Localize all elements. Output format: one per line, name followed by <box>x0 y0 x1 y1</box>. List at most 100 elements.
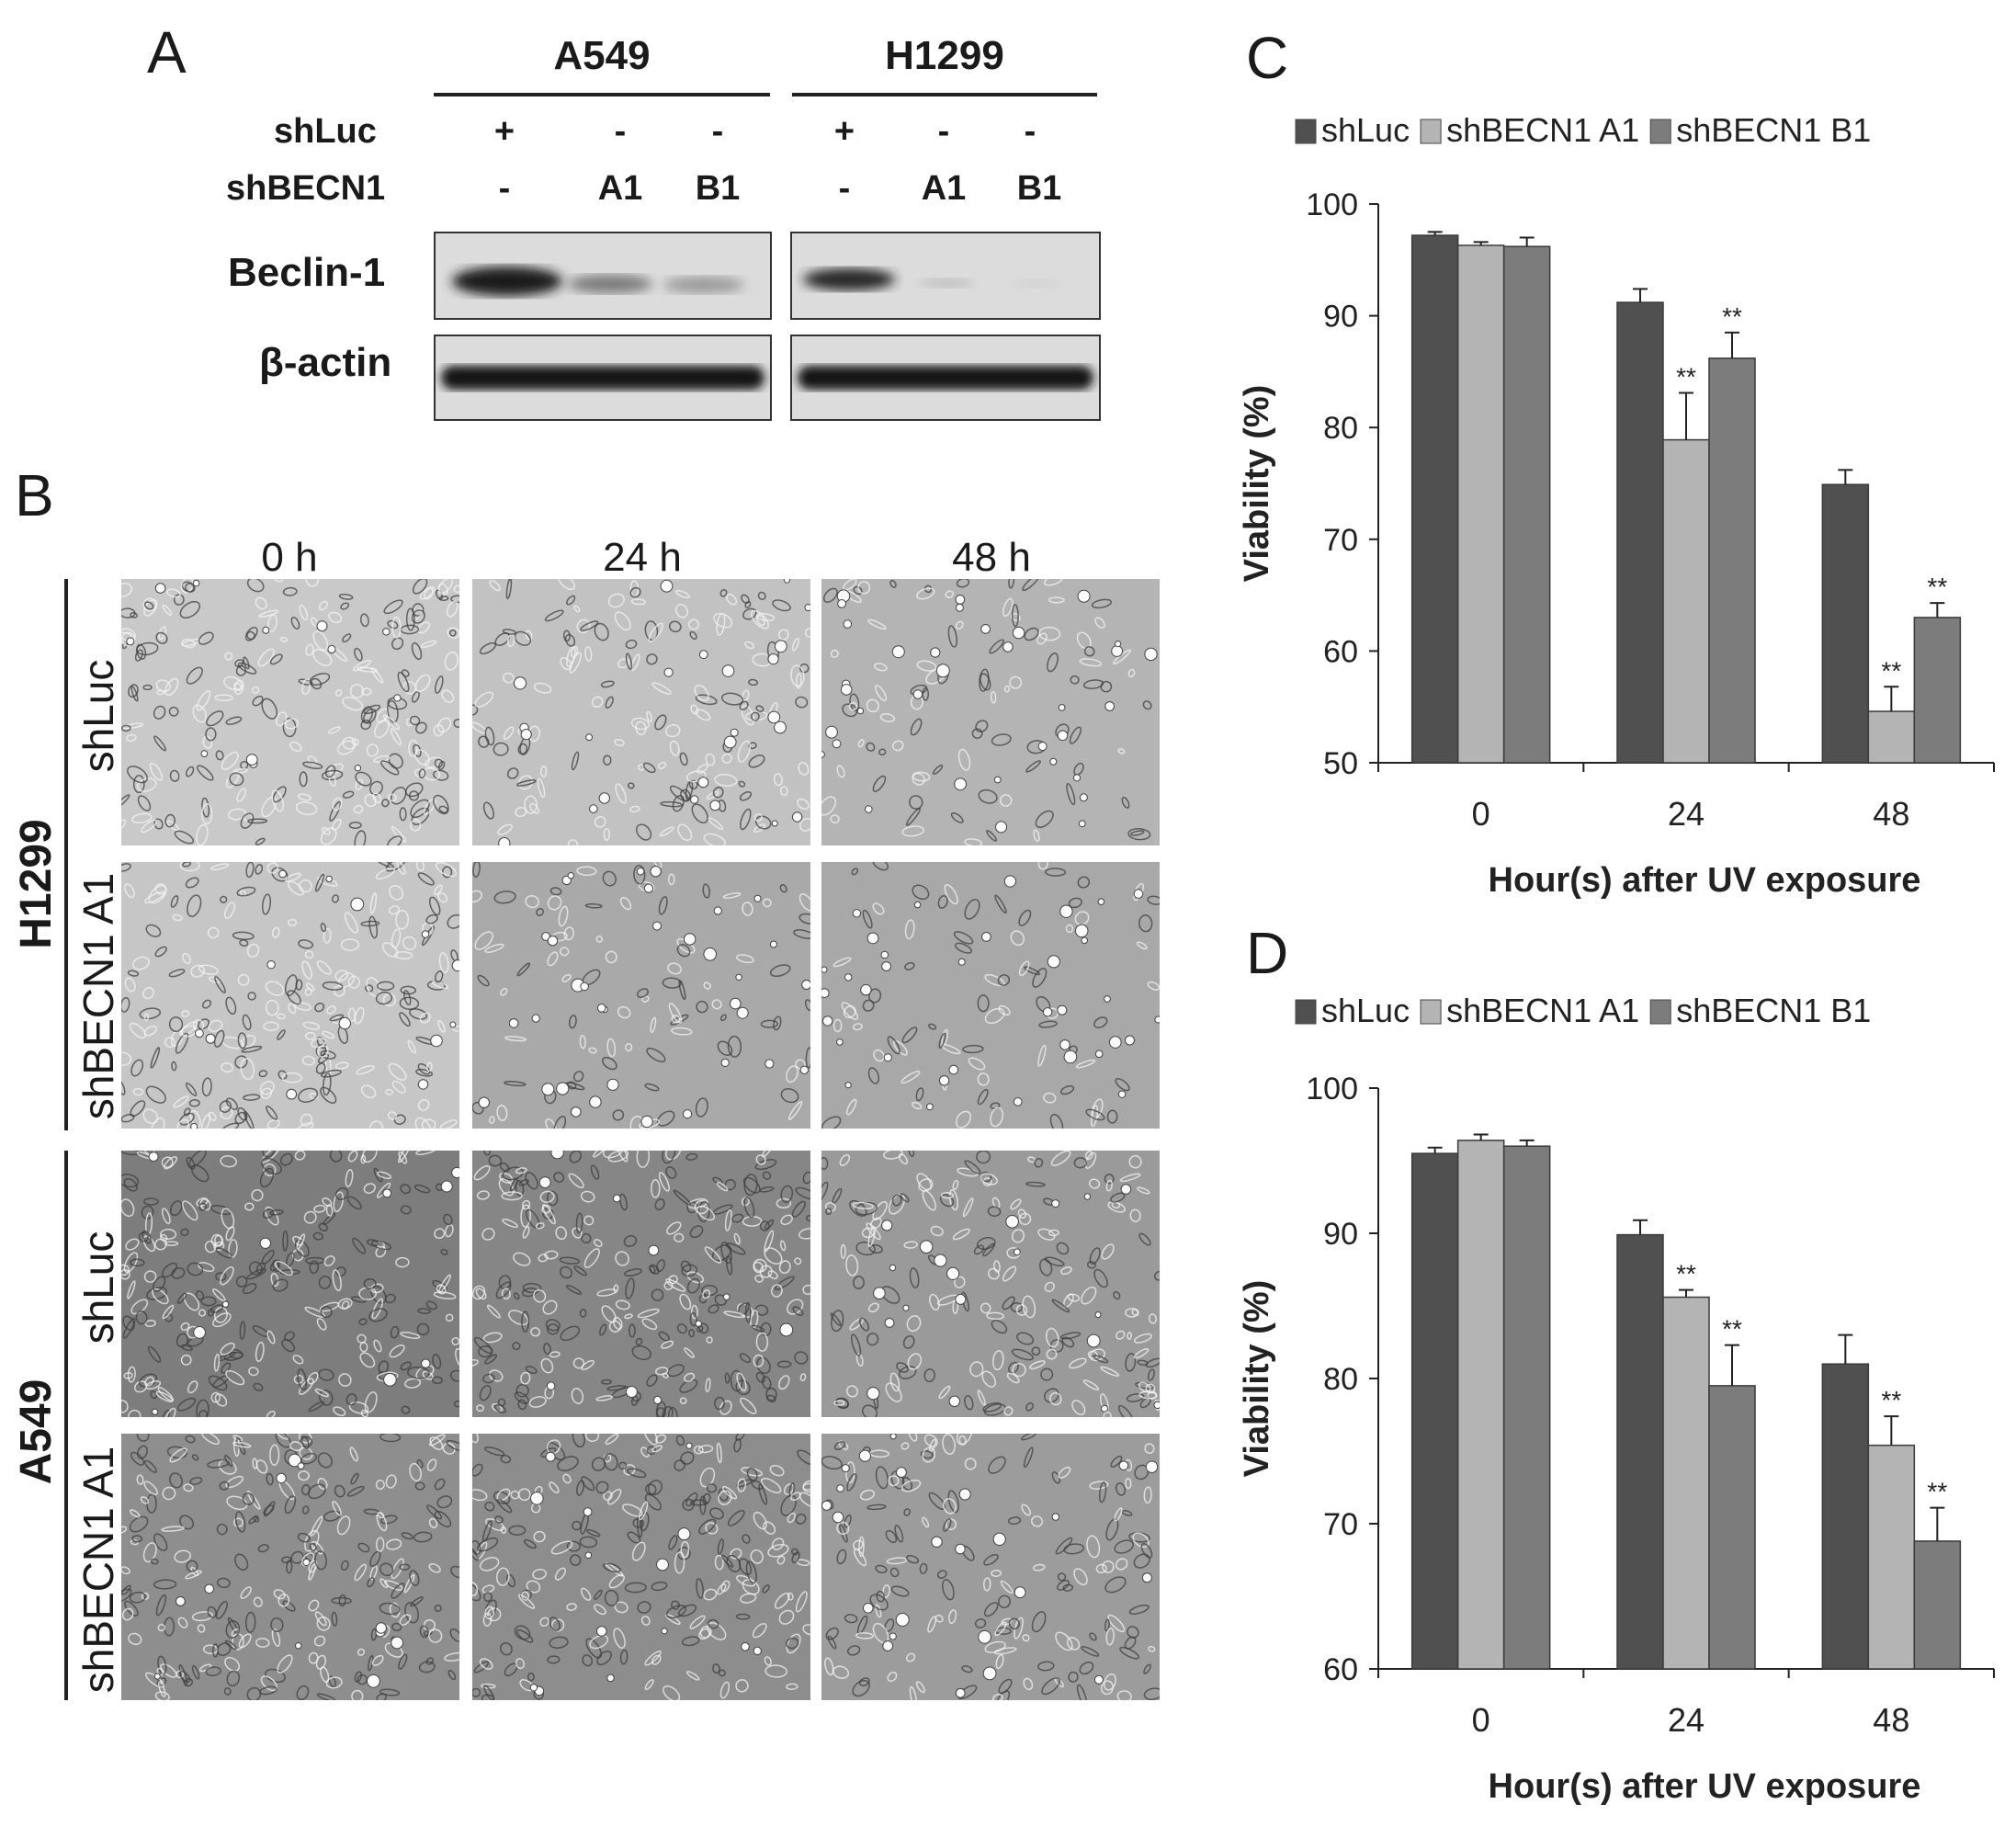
chart-c: shLuc shBECN1 A1 shBECN1 B1 50 60 70 80 90 100 0 2… <box>1238 111 1995 900</box>
bar-24-0 <box>1616 301 1664 764</box>
x-axis-title: Hour(s) after UV exposure <box>1489 1767 1921 1806</box>
micrograph-texture <box>121 1151 459 1417</box>
micrograph-texture <box>821 1151 1160 1417</box>
legend-swatch-2 <box>1649 119 1671 144</box>
micrograph-a549-shluc-0h <box>121 1151 459 1417</box>
legend-label-0: shLuc <box>1321 992 1410 1029</box>
significance-48-1: ** <box>1881 656 1901 685</box>
condition-label-h1299-shbecn1: shBECN1 A1 <box>74 872 122 1120</box>
timepoint-24h: 24 h <box>603 535 682 580</box>
y-tick-label-70: 70 <box>1323 523 1358 558</box>
x-tick-label-48: 48 <box>1873 795 1909 833</box>
lane-shbecn1-4: - <box>838 169 851 208</box>
bar-0-1 <box>1456 1140 1505 1670</box>
a549-bracket-line <box>64 1151 68 1700</box>
y-tick-label-60: 60 <box>1323 634 1358 669</box>
actin-blot-h1299-bands <box>798 366 1093 390</box>
y-tick-label-80: 80 <box>1323 1362 1358 1397</box>
x-axis-title: Hour(s) after UV exposure <box>1489 861 1921 900</box>
micrograph-a549-shbecn1-24h <box>472 1434 810 1700</box>
y-axis-title: Viability (%) <box>1238 1280 1276 1478</box>
significance-24-1: ** <box>1676 1260 1696 1288</box>
micrograph-h1299-shbecn1-48h <box>821 862 1160 1129</box>
micrograph-texture <box>472 1151 810 1417</box>
condition-label-a549-shluc: shLuc <box>74 1231 122 1344</box>
lane-shluc-4: + <box>833 112 855 151</box>
lane-shbecn1-6: B1 <box>1016 169 1062 208</box>
micrograph-a549-shluc-24h <box>472 1151 810 1417</box>
y-tick-label-90: 90 <box>1323 1217 1358 1252</box>
bar-48-0 <box>1821 483 1870 764</box>
beclin1-blot-a549 <box>434 232 772 320</box>
micrograph-texture <box>121 862 459 1129</box>
panel-a-letter: A <box>147 19 187 85</box>
y-axis-title: Viability (%) <box>1238 385 1276 583</box>
lane-shbecn1-5: A1 <box>921 169 967 208</box>
legend-swatch-1 <box>1420 999 1442 1025</box>
significance-48-2: ** <box>1927 573 1947 601</box>
micrograph-a549-shbecn1-0h <box>121 1434 459 1700</box>
lane-shluc-3: - <box>711 112 724 151</box>
timepoint-48h: 48 h <box>952 535 1031 580</box>
actin-blot-a549 <box>434 335 772 421</box>
micrograph-h1299-shluc-24h <box>472 579 810 845</box>
y-tick-label-100: 100 <box>1306 187 1358 222</box>
condition-label-h1299-shluc: shLuc <box>74 659 122 773</box>
lane-shbecn1-1: - <box>498 169 511 208</box>
lane-shbecn1-3: B1 <box>695 169 741 208</box>
significance-48-2: ** <box>1927 1478 1947 1506</box>
micrograph-texture <box>121 1434 459 1700</box>
group-label-h1299: H1299 <box>885 33 1004 78</box>
significance-48-1: ** <box>1881 1386 1901 1414</box>
lane-shbecn1-2: A1 <box>597 169 643 208</box>
row-label-shluc: shLuc <box>274 112 377 151</box>
legend-label-2: shBECN1 B1 <box>1676 111 1871 149</box>
h1299-bracket-line <box>64 579 68 1130</box>
micrograph-texture <box>821 1434 1160 1700</box>
bar-0-2 <box>1502 245 1551 764</box>
bar-48-2 <box>1913 1540 1962 1670</box>
legend-swatch-0 <box>1295 119 1317 144</box>
bar-24-2 <box>1708 357 1756 764</box>
legend-swatch-2 <box>1649 999 1671 1025</box>
micrograph-texture <box>472 862 810 1129</box>
group-underline-a549 <box>434 93 770 96</box>
micrograph-texture <box>472 579 810 845</box>
legend-label-1: shBECN1 A1 <box>1446 992 1639 1029</box>
bar-0-0 <box>1410 234 1459 764</box>
y-tick-label-80: 80 <box>1323 411 1358 446</box>
bar-48-1 <box>1867 710 1916 764</box>
panel-c-letter: C <box>1246 25 1289 91</box>
y-tick-label-90: 90 <box>1323 300 1358 335</box>
micrograph-texture <box>821 579 1158 845</box>
micrograph-a549-shbecn1-48h <box>821 1434 1160 1700</box>
bar-0-2 <box>1502 1145 1551 1670</box>
micrograph-texture <box>472 1434 810 1700</box>
bar-24-1 <box>1662 1296 1710 1670</box>
bar-0-0 <box>1410 1152 1459 1670</box>
timepoint-0h: 0 h <box>261 535 318 580</box>
bar-0-1 <box>1456 244 1505 764</box>
panel-d-letter: D <box>1246 920 1289 986</box>
legend-swatch-0 <box>1295 999 1317 1025</box>
lane-shluc-1: + <box>493 112 515 151</box>
blot-label-beclin1: Beclin-1 <box>228 250 386 295</box>
cell-line-label-a549: A549 <box>12 1378 61 1485</box>
panel-b-letter: B <box>15 462 54 528</box>
y-tick-label-100: 100 <box>1306 1072 1358 1106</box>
x-tick-label-24: 24 <box>1668 795 1705 833</box>
chart-d: shLuc shBECN1 A1 shBECN1 B1 60 70 80 90 100 0 24 *… <box>1238 992 1995 1806</box>
micrograph-h1299-shbecn1-24h <box>472 862 810 1129</box>
legend-label-1: shBECN1 A1 <box>1446 111 1639 149</box>
beclin1-blot-a549-bands <box>452 267 744 296</box>
legend-swatch-1 <box>1420 119 1442 144</box>
lane-shluc-5: - <box>937 112 950 151</box>
actin-blot-h1299 <box>790 335 1101 421</box>
micrograph-texture <box>121 579 459 845</box>
legend-label-2: shBECN1 B1 <box>1676 992 1871 1029</box>
micrograph-h1299-shluc-48h <box>821 579 1160 845</box>
x-tick-label-0: 0 <box>1472 795 1490 833</box>
significance-24-2: ** <box>1722 1315 1742 1344</box>
blot-label-beta-actin: β-actin <box>259 340 392 385</box>
x-tick-label-24: 24 <box>1668 1701 1705 1739</box>
